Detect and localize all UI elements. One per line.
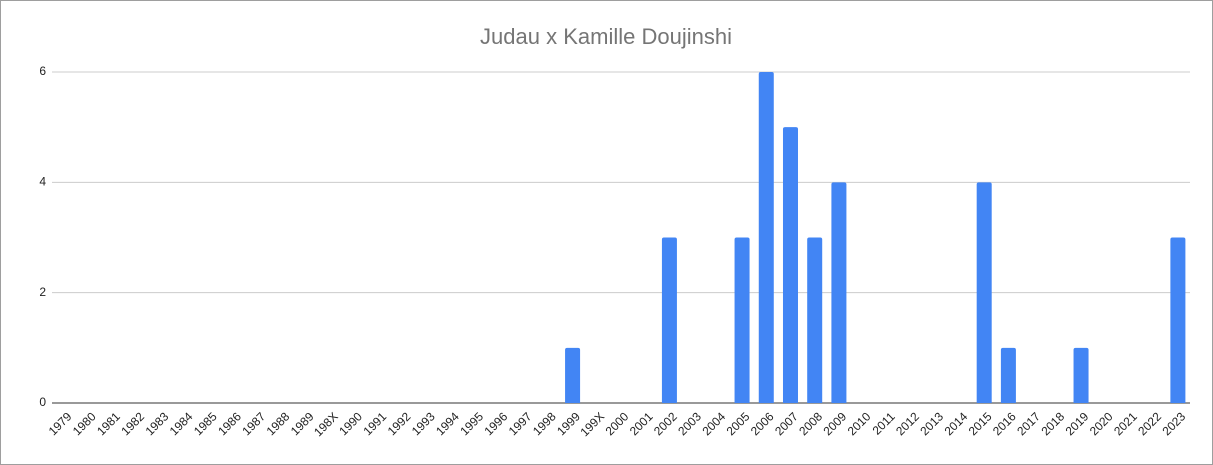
bar [831, 182, 847, 403]
bar [1170, 237, 1186, 403]
bar [661, 237, 677, 403]
bar [565, 347, 581, 403]
bar [976, 182, 992, 403]
bar [807, 237, 823, 403]
y-tick-label: 2 [39, 285, 46, 299]
bar [1073, 347, 1089, 403]
chart-title: Judau x Kamille Doujinshi [480, 24, 732, 49]
y-tick-label: 0 [39, 395, 46, 409]
bar [1000, 347, 1016, 403]
bar [734, 237, 750, 403]
y-tick-label: 4 [39, 175, 46, 189]
y-tick-label: 6 [39, 64, 46, 78]
bar [758, 72, 774, 403]
bar [782, 127, 798, 404]
